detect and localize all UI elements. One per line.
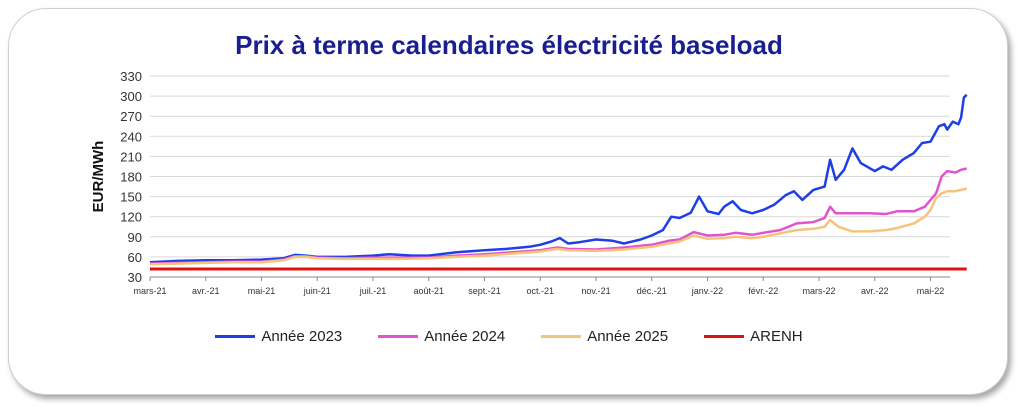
y-tick-label: 330 xyxy=(120,69,142,84)
chart-legend: Année 2023 Année 2024 Année 2025 ARENH xyxy=(0,328,1018,345)
y-tick-label: 270 xyxy=(120,109,142,124)
x-tick-label: mars-21 xyxy=(133,286,166,296)
x-tick-label: févr.-22 xyxy=(748,286,778,296)
y-tick-label: 210 xyxy=(120,149,142,164)
legend-label: ARENH xyxy=(750,328,803,345)
legend-item: Année 2023 xyxy=(215,328,342,345)
x-tick-label: avr.-21 xyxy=(192,286,220,296)
x-tick-label: mai-21 xyxy=(248,286,276,296)
legend-label: Année 2024 xyxy=(424,328,506,345)
legend-item: Année 2024 xyxy=(378,328,505,345)
x-tick-label: mai-22 xyxy=(917,286,945,296)
series-line xyxy=(149,93,968,264)
series-line xyxy=(149,187,967,266)
legend-label: Année 2023 xyxy=(261,328,343,345)
x-tick-label: juin-21 xyxy=(303,286,331,296)
x-tick-label: déc.-21 xyxy=(637,286,667,296)
legend-swatch xyxy=(378,335,419,338)
y-tick-label: 120 xyxy=(120,210,142,225)
x-tick-label: sept.-21 xyxy=(468,286,501,296)
x-tick-label: janv.-22 xyxy=(691,286,723,296)
y-tick-label: 30 xyxy=(128,270,142,285)
x-tick-label: oct.-21 xyxy=(526,286,554,296)
legend-item: ARENH xyxy=(704,328,803,345)
y-tick-label: 180 xyxy=(120,170,142,185)
y-tick-label: 60 xyxy=(128,250,142,265)
x-tick-label: août-21 xyxy=(413,286,444,296)
legend-swatch xyxy=(215,335,256,338)
legend-item: Année 2025 xyxy=(541,328,668,345)
x-tick-label: mars-22 xyxy=(802,286,835,296)
legend-swatch xyxy=(541,335,582,338)
x-tick-label: nov.-21 xyxy=(581,286,610,296)
chart-title: Prix à terme calendaires électricité bas… xyxy=(235,30,783,60)
chart-frame xyxy=(8,8,1008,395)
y-tick-label: 300 xyxy=(120,89,142,104)
x-tick-label: avr.-22 xyxy=(861,286,889,296)
x-tick-label: juil.-21 xyxy=(359,286,387,296)
y-axis-label: EUR/MWh xyxy=(90,141,107,213)
y-tick-label: 240 xyxy=(120,129,142,144)
legend-label: Année 2025 xyxy=(587,328,669,345)
legend-swatch xyxy=(704,335,745,338)
y-tick-label: 150 xyxy=(120,190,142,205)
y-tick-label: 90 xyxy=(128,230,142,245)
